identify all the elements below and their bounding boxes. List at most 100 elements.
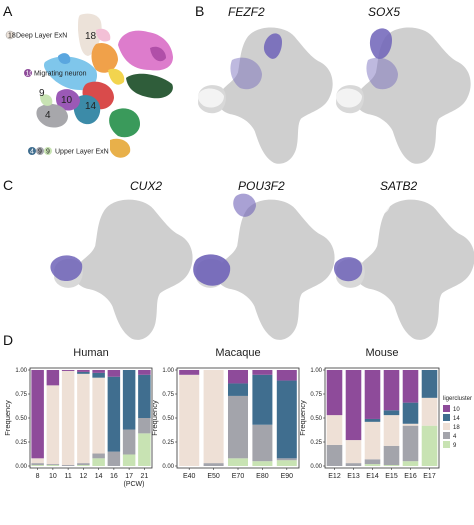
upper-badge-number-3: 9 xyxy=(46,149,50,156)
x-tick-label: 8 xyxy=(36,473,40,480)
bar-segment-human-14-9 xyxy=(92,458,105,466)
x-tick-label: 16 xyxy=(110,473,118,480)
expression-cux2-b xyxy=(86,194,104,214)
panel-b: B FEZF2 SOX5 xyxy=(195,3,471,164)
bar-segment-mouse-E15-10 xyxy=(383,370,400,411)
bar-segment-mouse-E17-9 xyxy=(421,425,438,466)
expression-sox5-b xyxy=(366,57,398,90)
bar-segment-mouse-E15-9 xyxy=(383,465,400,466)
y-tick-label: 0.50 xyxy=(162,416,174,422)
bar-segment-human-11-4 xyxy=(61,465,75,466)
bar-segment-human-17-14 xyxy=(122,370,136,430)
cluster-10-region xyxy=(56,89,80,111)
bar-segment-macaque-E80-14 xyxy=(252,374,273,425)
expression-sox5-a xyxy=(369,28,392,59)
bar-segment-mouse-E12-18 xyxy=(326,415,343,445)
gene-label-pou3f2: POU3F2 xyxy=(238,179,285,193)
y-tick-label: 0.75 xyxy=(15,392,27,398)
frequency-charts: Human Frequency 0.00 0.25 0.50 0.75 1.00 8 10 11 1… xyxy=(3,347,472,488)
y-tick-label: 0.00 xyxy=(15,464,27,470)
expression-fezf2-a xyxy=(263,33,282,59)
y-tick-label: 1.00 xyxy=(162,368,174,374)
x-tick-label: 12 xyxy=(79,473,87,480)
bar-segment-mouse-E13-10 xyxy=(345,370,362,441)
y-tick-label: 0.25 xyxy=(162,440,174,446)
bar-segment-human-10-10 xyxy=(46,370,60,386)
x-axis-title-human: (PCW) xyxy=(124,481,145,488)
legend-swatch-10 xyxy=(443,405,450,412)
y-tick-label: 1.00 xyxy=(15,368,27,374)
x-tick-label: E14 xyxy=(366,473,379,480)
legend-swatch-18 xyxy=(443,423,450,430)
legend-swatch-9 xyxy=(443,441,450,448)
legend-label-18: 18 xyxy=(453,425,460,431)
bar-segment-human-21-14 xyxy=(138,374,151,418)
x-tick-label: 11 xyxy=(64,473,71,480)
bar-segment-macaque-E50-4 xyxy=(203,463,224,466)
legend: ligercluster 10 14 18 4 9 xyxy=(443,396,472,449)
gene-label-satb2: SATB2 xyxy=(380,179,417,193)
legend-swatch-4 xyxy=(443,432,450,439)
bar-segment-macaque-E40-18 xyxy=(179,374,200,466)
cluster-number-9: 9 xyxy=(39,88,45,99)
panel-a: A xyxy=(3,3,173,158)
x-tick-label: E16 xyxy=(404,473,417,480)
expression-satb2-a xyxy=(334,257,363,282)
bar-segment-macaque-E90-9 xyxy=(276,460,297,466)
x-tick-label: 10 xyxy=(49,473,57,480)
bar-segment-mouse-E17-14 xyxy=(421,370,438,398)
bar-segment-human-12-14 xyxy=(77,371,90,374)
expression-pou3f2-a xyxy=(193,254,231,286)
cluster-magenta xyxy=(150,46,166,62)
cluster-orange xyxy=(91,42,118,73)
migrating-badge-dot xyxy=(24,69,32,77)
bar-segment-human-10-4 xyxy=(46,464,60,466)
x-tick-label: 21 xyxy=(140,473,148,480)
upper-badge-number-1: 4 xyxy=(30,149,34,156)
cluster-light-pink xyxy=(96,28,111,42)
cluster-yellow xyxy=(108,68,125,85)
bar-segment-human-14-14 xyxy=(92,372,105,378)
cluster-teal xyxy=(73,94,101,125)
cluster-pink xyxy=(118,30,173,71)
cluster-number-10: 10 xyxy=(61,95,73,106)
bar-segment-mouse-E16-9 xyxy=(402,461,419,466)
bar-segment-mouse-E13-4 xyxy=(345,463,362,466)
migrating-badge-number: 10 xyxy=(26,71,34,78)
bar-segment-mouse-E12-4 xyxy=(326,444,343,466)
deep-badge-dot xyxy=(5,30,15,40)
y-tick-label: 1.00 xyxy=(310,368,322,374)
y-axis-title-human: Frequency xyxy=(3,400,12,436)
bar-segment-human-8-18 xyxy=(31,458,44,464)
x-tick-label: E90 xyxy=(281,473,294,480)
y-tick-label: 0.75 xyxy=(162,392,174,398)
panel-letter-c: C xyxy=(3,177,13,193)
y-axis-title-macaque: Frequency xyxy=(150,400,159,436)
bar-segment-mouse-E14-10 xyxy=(364,370,381,419)
x-tick-label: E13 xyxy=(347,473,360,480)
bar-segment-macaque-E80-4 xyxy=(252,424,273,462)
expression-satb2-b xyxy=(372,194,390,214)
chart-frame-mouse xyxy=(324,367,440,469)
y-tick-label: 0.50 xyxy=(310,416,322,422)
upper-badge-dot-2 xyxy=(36,147,44,155)
bar-segment-human-16-4 xyxy=(107,451,121,466)
cluster-dark-green xyxy=(126,73,173,99)
bar-segment-human-14-18 xyxy=(92,377,105,454)
legend-label-9: 9 xyxy=(453,443,457,449)
legend-label-14: 14 xyxy=(453,416,460,422)
bar-segment-human-11-18 xyxy=(61,370,75,466)
bar-segment-human-16-10 xyxy=(107,370,121,377)
bar-segment-macaque-E70-10 xyxy=(227,370,249,384)
cluster-9-region xyxy=(40,94,53,106)
chart-title-human: Human xyxy=(73,347,108,359)
bar-segment-human-16-14 xyxy=(107,376,121,452)
bar-segment-human-8-9 xyxy=(31,465,44,466)
x-tick-label: 17 xyxy=(125,473,133,480)
expression-fezf2-c xyxy=(197,88,224,108)
x-tick-label: 14 xyxy=(95,473,103,480)
expression-sox5-c xyxy=(335,88,362,108)
bar-segment-mouse-E15-18 xyxy=(383,415,400,446)
legend-title: ligercluster xyxy=(443,396,472,402)
